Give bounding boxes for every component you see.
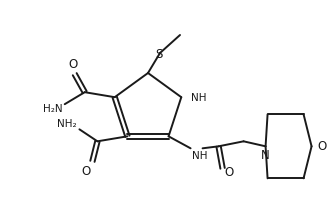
Text: O: O [82,165,91,178]
Text: NH: NH [191,93,207,103]
Text: H₂N: H₂N [43,104,63,114]
Text: O: O [317,140,327,153]
Text: N: N [261,149,270,162]
Text: S: S [155,47,163,61]
Text: O: O [224,166,234,179]
Text: NH: NH [192,151,207,161]
Text: O: O [68,58,77,71]
Text: NH₂: NH₂ [57,119,76,129]
